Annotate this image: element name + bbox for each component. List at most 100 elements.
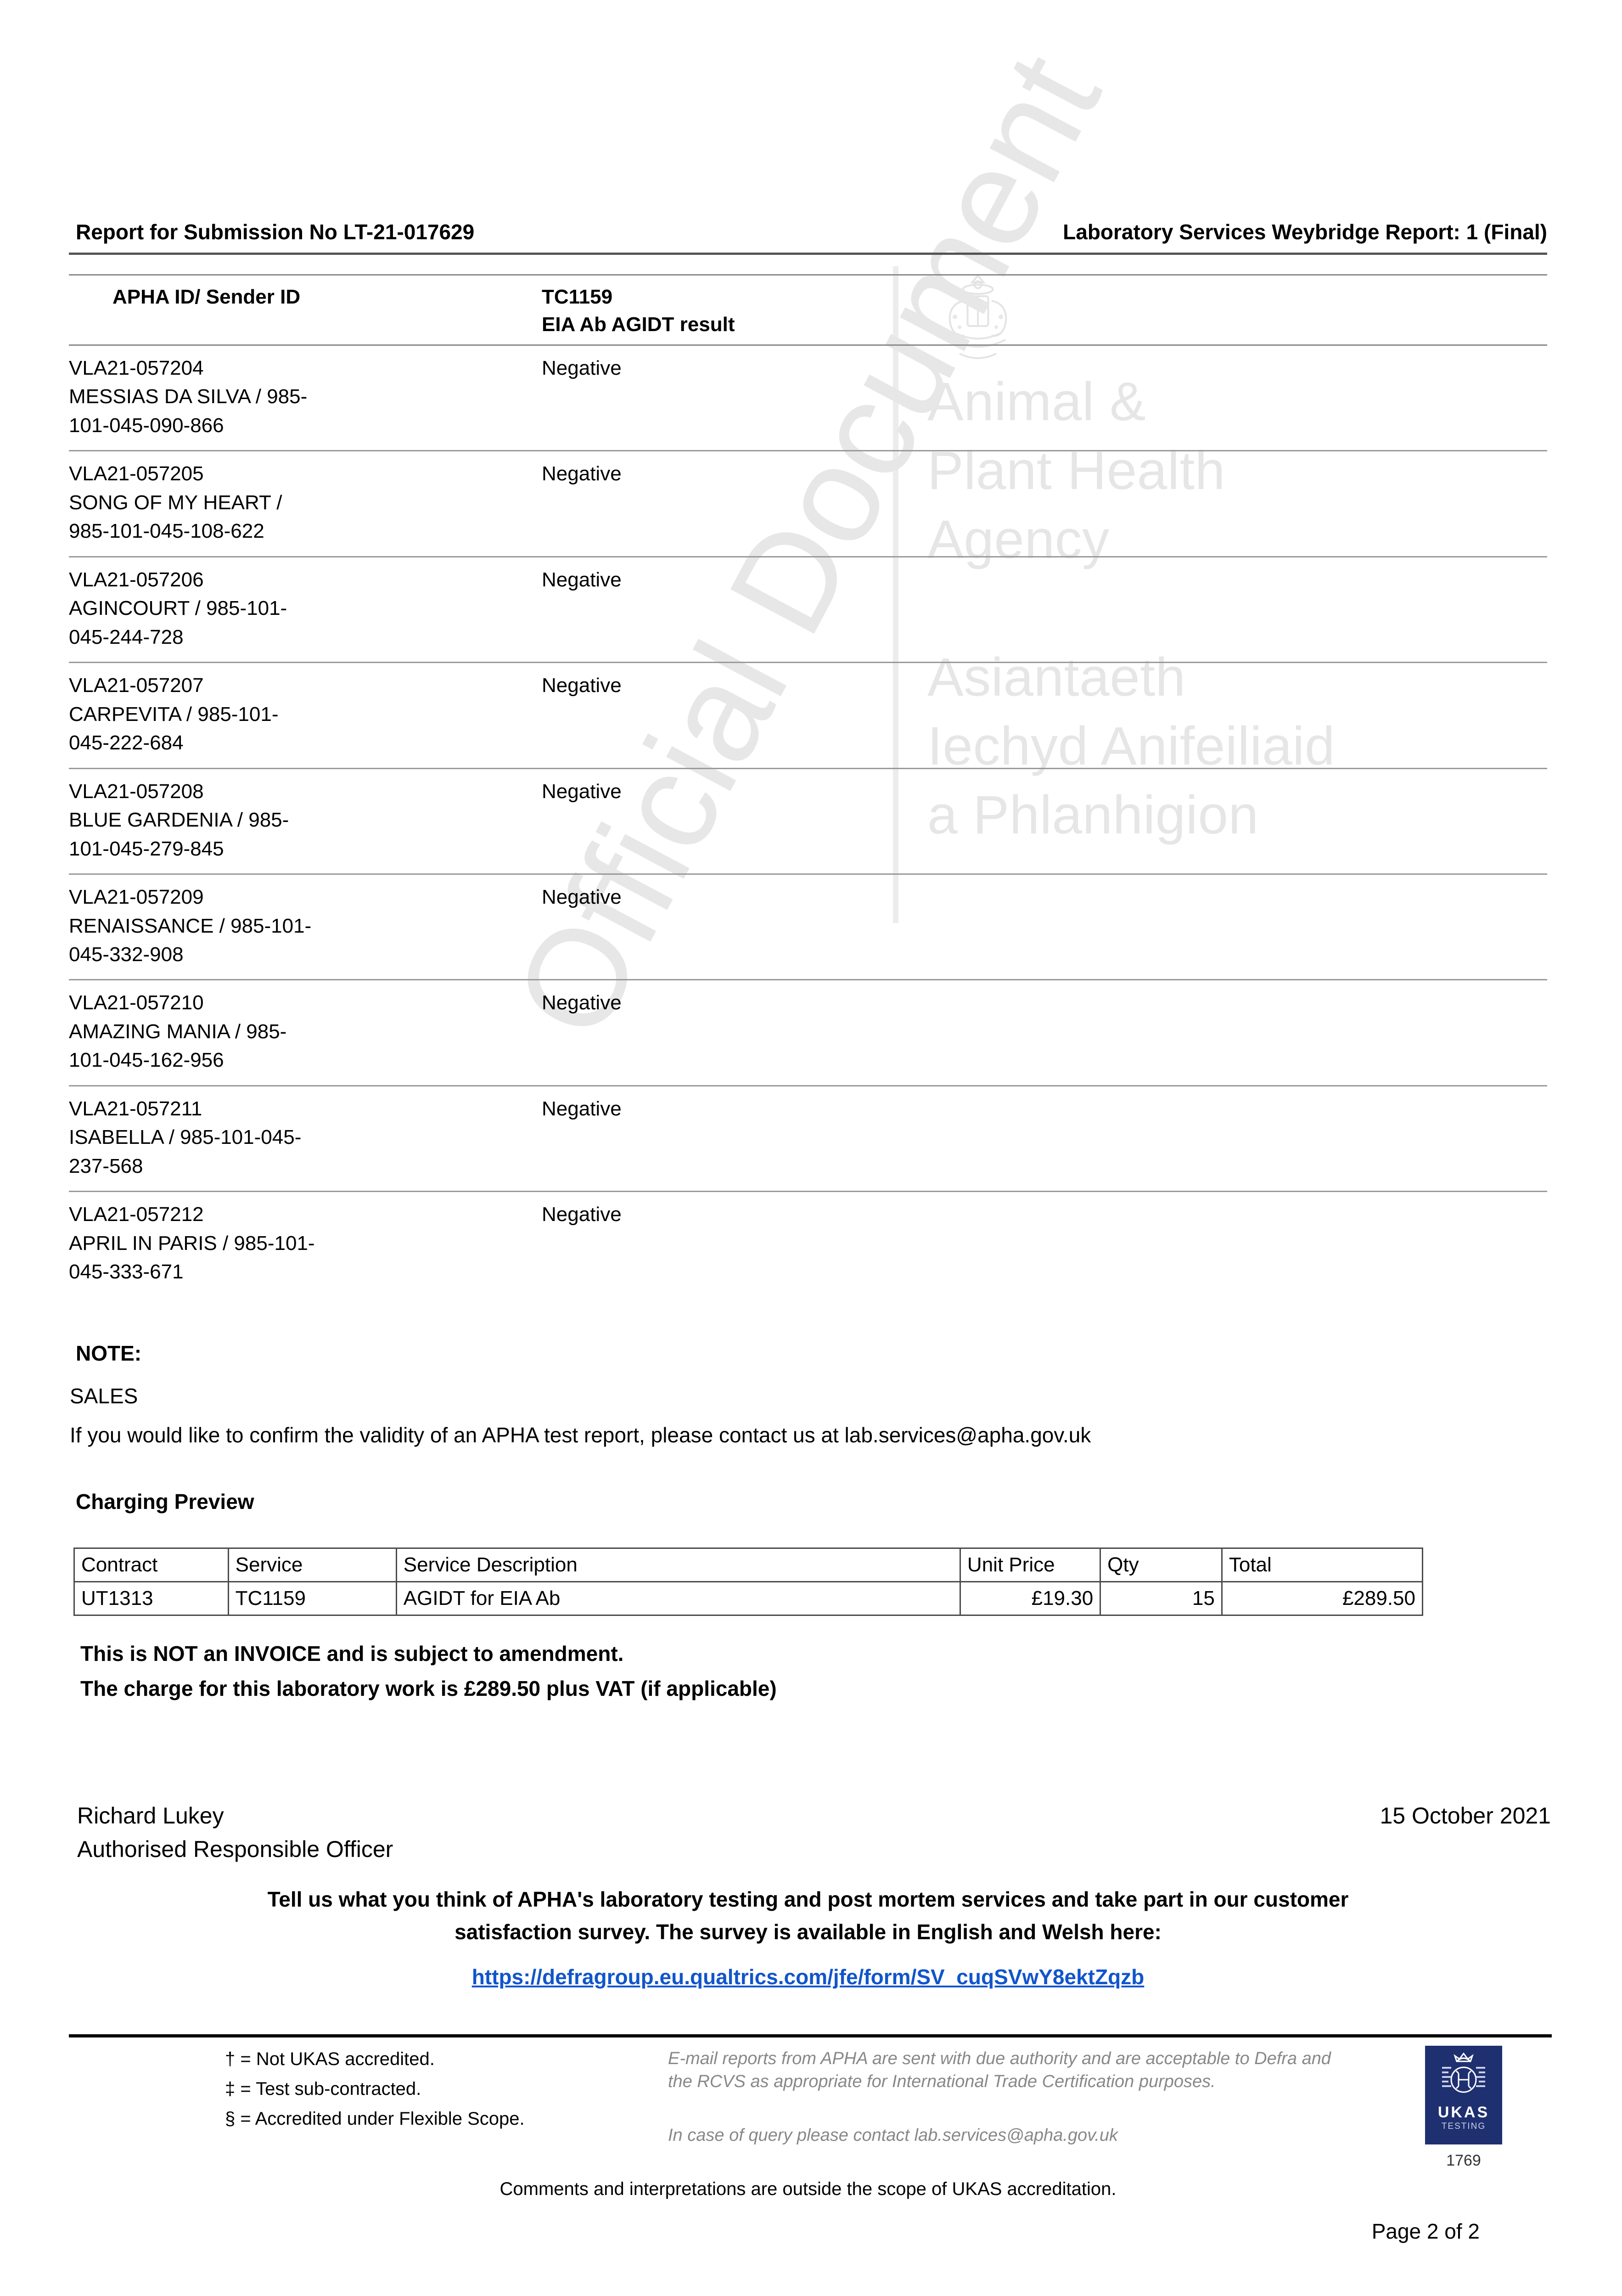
table-row: VLA21-057208 BLUE GARDENIA / 985- 101-045-…: [69, 767, 1547, 874]
report-header: Report for Submission No LT-21-017629 La…: [76, 219, 1547, 244]
charge-service: TC1159: [227, 1581, 397, 1616]
animal-name-microchip: MESSIAS DA SILVA / 985-: [69, 385, 308, 408]
animal-name-microchip: 045-333-671: [69, 1261, 184, 1283]
charging-table-body: UT1313 TC1159 AGIDT for EIA Ab £19.30 15 £289…: [73, 1581, 1424, 1616]
charge-total-notice: The charge for this laboratory work is £…: [80, 1677, 777, 1700]
result-value: Negative: [528, 450, 1547, 557]
report-date: 15 October 2021: [1380, 1803, 1551, 1829]
charge-description: AGIDT for EIA Ab: [395, 1581, 961, 1616]
charging-header-row: Contract Service Service Description Uni…: [73, 1548, 1424, 1582]
apha-id: VLA21-057211: [69, 1097, 202, 1120]
ukas-accreditation-logo: UKAS TESTING: [1425, 2046, 1502, 2144]
animal-name-microchip: AMAZING MANIA / 985-: [69, 1020, 287, 1043]
animal-name-microchip: 101-045-279-845: [69, 837, 224, 860]
apha-id: VLA21-057208: [69, 780, 204, 803]
result-value: Negative: [528, 344, 1547, 451]
signatory-role: Authorised Responsible Officer: [77, 1836, 393, 1862]
signatory-name: Richard Lukey: [77, 1803, 224, 1829]
column-header-contract: Contract: [73, 1548, 229, 1582]
animal-name-microchip: 101-045-090-866: [69, 414, 224, 437]
animal-name-microchip: 237-568: [69, 1154, 143, 1177]
ukas-testing-label: TESTING: [1441, 2122, 1486, 2131]
animal-name-microchip: ISABELLA / 985-101-045-: [69, 1126, 302, 1149]
survey-invite-line-1: Tell us what you think of APHA's laborat…: [267, 1887, 1349, 1911]
result-animal-identifier: VLA21-057209 RENAISSANCE / 985-101- 045-33…: [69, 873, 528, 980]
note-heading: NOTE:: [76, 1341, 142, 1365]
results-header-row: APHA ID/ Sender ID TC1159 EIA Ab AGIDT r…: [69, 276, 1547, 345]
column-header-test-code: TC1159 EIA Ab AGIDT result: [528, 276, 1547, 345]
lab-report-number: Laboratory Services Weybridge Report: 1 …: [1063, 220, 1547, 244]
result-value: Negative: [528, 556, 1547, 663]
charge-qty: 15: [1100, 1581, 1223, 1616]
charging-preview-heading: Charging Preview: [76, 1490, 254, 1514]
column-header-apha-id: APHA ID/ Sender ID: [112, 286, 301, 308]
ukas-wordmark: UKAS: [1437, 2104, 1490, 2121]
column-header-service-description: Service Description: [395, 1548, 961, 1582]
animal-name-microchip: 045-332-908: [69, 943, 184, 966]
apha-id: VLA21-057212: [69, 1203, 204, 1226]
charge-unit-price: £19.30: [959, 1581, 1101, 1616]
note-sales-line: SALES: [70, 1384, 138, 1408]
result-animal-identifier: VLA21-057204 MESSIAS DA SILVA / 985- 101-0…: [69, 344, 528, 451]
table-row: VLA21-057206 AGINCOURT / 985-101- 045-244-…: [69, 556, 1547, 663]
result-value: Negative: [528, 662, 1547, 769]
table-row: VLA21-057212 APRIL IN PARIS / 985-101- 045…: [69, 1191, 1547, 1297]
result-animal-identifier: VLA21-057206 AGINCOURT / 985-101- 045-244-…: [69, 556, 528, 663]
column-header-qty: Qty: [1100, 1548, 1223, 1582]
footer-query-contact-note: In case of query please contact lab.serv…: [668, 2126, 1118, 2145]
charge-total: £289.50: [1221, 1581, 1424, 1616]
animal-name-microchip: AGINCOURT / 985-101-: [69, 597, 287, 620]
result-animal-identifier: VLA21-057210 AMAZING MANIA / 985- 101-045-…: [69, 979, 528, 1086]
table-row: VLA21-057207 CARPEVITA / 985-101- 045-222-…: [69, 662, 1547, 769]
survey-link[interactable]: https://defragroup.eu.qualtrics.com/jfe/…: [471, 1965, 1145, 1989]
ukas-accreditation-number: 1769: [1446, 2152, 1481, 2169]
results-table: APHA ID/ Sender ID TC1159 EIA Ab AGIDT r…: [69, 276, 1547, 1297]
animal-name-microchip: 045-222-684: [69, 732, 184, 754]
ukas-scope-comment: Comments and interpretations are outside…: [500, 2179, 1117, 2199]
column-header-unit-price: Unit Price: [959, 1548, 1101, 1582]
footnote-subcontracted: ‡ = Test sub-contracted.: [225, 2079, 421, 2099]
table-row: VLA21-057204 MESSIAS DA SILVA / 985- 101-0…: [69, 344, 1547, 451]
table-row: VLA21-057211 ISABELLA / 985-101-045- 237-5…: [69, 1085, 1547, 1192]
result-value: Negative: [528, 873, 1547, 980]
note-validity-line: If you would like to confirm the validit…: [70, 1423, 1091, 1447]
submission-number: Report for Submission No LT-21-017629: [76, 220, 475, 244]
footnote-flexible-scope: § = Accredited under Flexible Scope.: [225, 2109, 525, 2129]
animal-name-microchip: APRIL IN PARIS / 985-101-: [69, 1232, 315, 1255]
test-description-label: EIA Ab AGIDT result: [542, 313, 735, 336]
results-table-head: APHA ID/ Sender ID TC1159 EIA Ab AGIDT r…: [69, 276, 1547, 345]
result-animal-identifier: VLA21-057212 APRIL IN PARIS / 985-101- 045…: [69, 1191, 528, 1297]
ukas-crown-circle-icon: [1442, 2052, 1485, 2093]
apha-id: VLA21-057206: [69, 568, 204, 591]
result-value: Negative: [528, 979, 1547, 1086]
table-row: VLA21-057210 AMAZING MANIA / 985- 101-045-…: [69, 979, 1547, 1086]
test-code-label: TC1159: [542, 286, 613, 308]
charging-preview-table: Contract Service Service Description Uni…: [73, 1548, 1424, 1616]
column-header-service: Service: [227, 1548, 397, 1582]
table-row: VLA21-057205 SONG OF MY HEART / 985-101-04…: [69, 450, 1547, 557]
result-animal-identifier: VLA21-057205 SONG OF MY HEART / 985-101-04…: [69, 450, 528, 557]
animal-name-microchip: RENAISSANCE / 985-101-: [69, 914, 312, 937]
animal-name-microchip: 045-244-728: [69, 625, 184, 648]
column-header-total: Total: [1221, 1548, 1424, 1582]
result-animal-identifier: VLA21-057207 CARPEVITA / 985-101- 045-222-…: [69, 662, 528, 769]
result-value: Negative: [528, 767, 1547, 874]
not-an-invoice-notice: This is NOT an INVOICE and is subject to…: [80, 1642, 624, 1666]
charge-contract: UT1313: [73, 1581, 229, 1616]
survey-invite-line-2: satisfaction survey. The survey is avail…: [455, 1920, 1162, 1944]
charging-table-head: Contract Service Service Description Uni…: [73, 1548, 1424, 1582]
result-animal-identifier: VLA21-057211 ISABELLA / 985-101-045- 237-5…: [69, 1085, 528, 1192]
animal-name-microchip: 101-045-162-956: [69, 1049, 224, 1072]
apha-id: VLA21-057207: [69, 674, 204, 697]
table-row: UT1313 TC1159 AGIDT for EIA Ab £19.30 15 £289…: [73, 1581, 1424, 1616]
apha-id: VLA21-057210: [69, 991, 204, 1014]
apha-id: VLA21-057209: [69, 886, 204, 909]
animal-name-microchip: BLUE GARDENIA / 985-: [69, 809, 289, 832]
result-value: Negative: [528, 1085, 1547, 1192]
apha-id: VLA21-057204: [69, 357, 204, 379]
animal-name-microchip: 985-101-045-108-622: [69, 520, 264, 543]
table-row: VLA21-057209 RENAISSANCE / 985-101- 045-33…: [69, 873, 1547, 980]
apha-id: VLA21-057205: [69, 462, 204, 485]
result-value: Negative: [528, 1191, 1547, 1297]
page-number: Page 2 of 2: [1371, 2219, 1480, 2243]
